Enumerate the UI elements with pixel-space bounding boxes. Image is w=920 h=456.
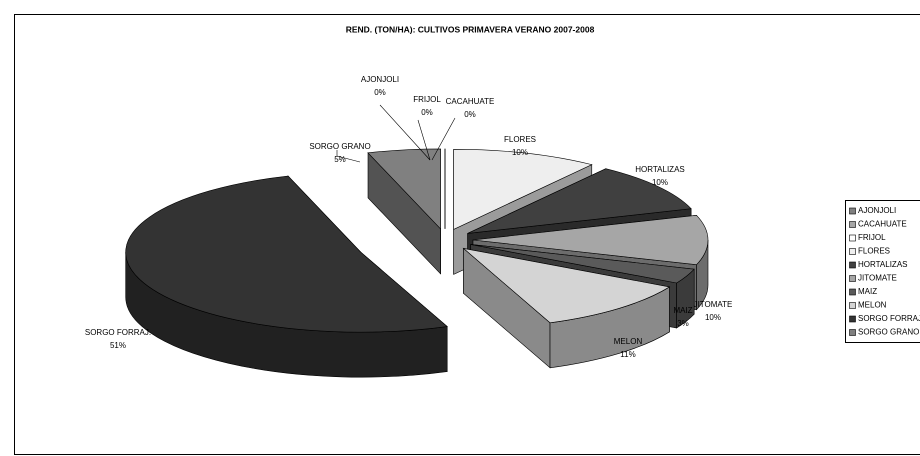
data-label: 11% (620, 350, 635, 359)
legend-label: MELON (858, 301, 887, 310)
data-label: 10% (512, 148, 528, 157)
data-label: 0% (374, 88, 386, 97)
legend-label: FLORES (858, 247, 890, 256)
data-label-name: SORGO GRANO (309, 142, 370, 151)
data-label: 51% (110, 341, 126, 350)
data-label-name: HORTALIZAS (635, 165, 685, 174)
slice (472, 214, 709, 266)
legend-swatch (849, 275, 856, 282)
data-label-name: SORGO FORRAJ. (85, 328, 151, 337)
legend-label: SORGO GRANO (858, 328, 919, 337)
legend-swatch (849, 248, 856, 255)
leader-line (379, 104, 431, 161)
legend: AJONJOLI CACAHUATE FRIJOL FLORES HORTALIZAS J… (849, 206, 920, 337)
legend-swatch (849, 315, 856, 323)
slice (367, 148, 441, 230)
slice (470, 244, 695, 284)
legend-label: CACAHUATE (858, 220, 907, 229)
data-label: 0% (421, 108, 433, 117)
legend-swatch (849, 261, 856, 269)
legend-swatch (849, 329, 856, 336)
legend-label: JITOMATE (858, 274, 897, 283)
data-label-name: MELON (614, 337, 643, 346)
legend-box (845, 200, 920, 343)
slice (125, 175, 448, 333)
data-label-name: AJONJOLI (361, 75, 399, 84)
leader-line (336, 150, 361, 163)
legend-label: SORGO FORRAJ. (858, 314, 920, 323)
data-label: 10% (705, 313, 721, 322)
legend-label: FRIJOL (858, 233, 886, 242)
data-label-name: JITOMATE (694, 300, 733, 309)
legend-label: AJONJOLI (858, 206, 896, 215)
data-label: 10% (652, 178, 668, 187)
leader-line (417, 119, 431, 161)
legend-swatch (849, 302, 856, 309)
legend-swatch (849, 288, 856, 296)
slice (453, 149, 593, 230)
slice (462, 247, 671, 324)
data-label-name: CACAHUATE (446, 97, 495, 106)
data-label-name: FLORES (504, 135, 536, 144)
legend-swatch (849, 207, 856, 215)
slice (467, 168, 692, 234)
legend-label: MAIZ (858, 287, 877, 296)
data-label-name: MAIZ (673, 306, 692, 315)
chart-title: REND. (TON/HA): CULTIVOS PRIMAVERA VERAN… (346, 24, 595, 34)
leader-line (431, 117, 456, 161)
data-label: 0% (464, 110, 476, 119)
pie: AJONJOLI 0% CACAHUATE 0% FRIJOL 0% FLORES 10% HO… (85, 75, 733, 378)
legend-label: HORTALIZAS (858, 260, 908, 269)
data-label: 3% (677, 319, 689, 328)
data-label: 5% (334, 155, 346, 164)
legend-swatch (849, 221, 856, 228)
legend-swatch (849, 234, 856, 242)
data-label-name: FRIJOL (413, 95, 441, 104)
